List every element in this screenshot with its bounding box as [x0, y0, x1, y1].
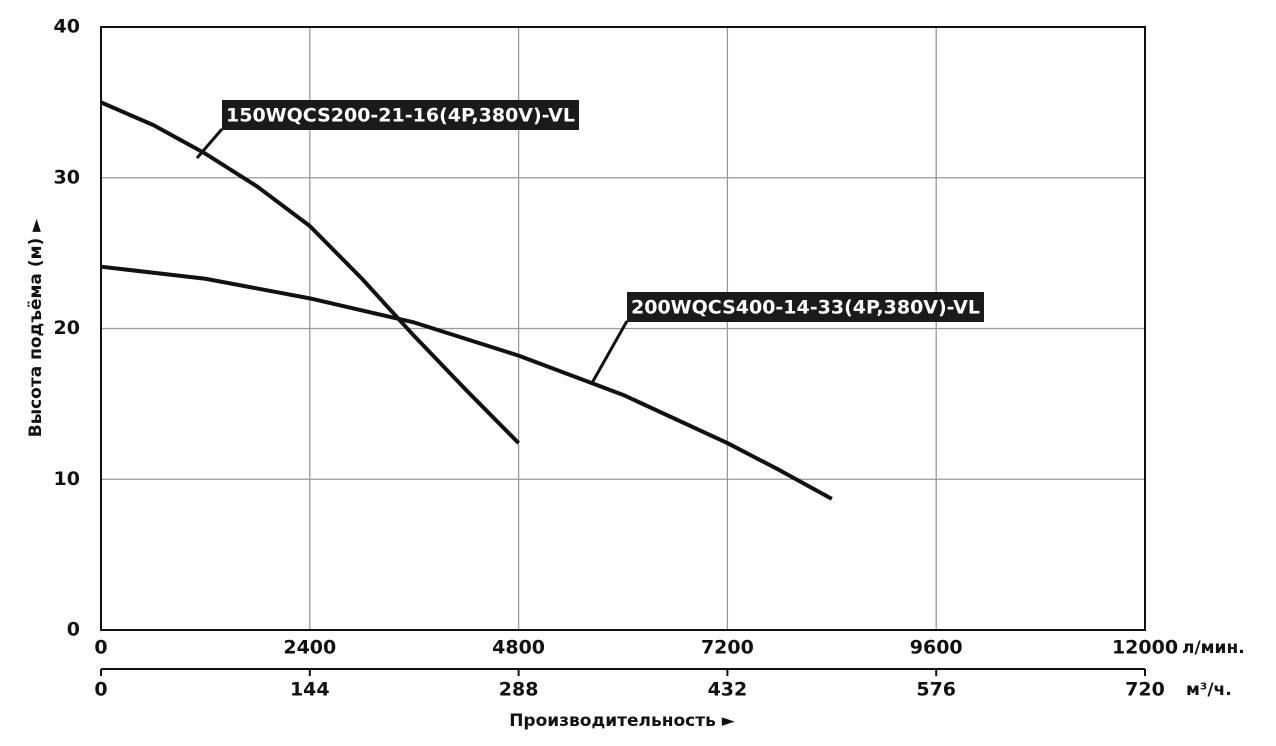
x-tick-label: 4800: [492, 637, 545, 659]
x-unit: л/мин.: [1182, 638, 1245, 658]
x-tick-label: 2400: [283, 637, 336, 659]
x2-tick-label: 576: [916, 679, 956, 701]
y-tick-label: 10: [54, 468, 80, 490]
label-box: [627, 292, 984, 322]
x-tick-label: 9600: [910, 637, 963, 659]
plot-frame: [100, 26, 1146, 631]
x2-unit: м³/ч.: [1186, 680, 1232, 700]
x-tick-label: 0: [94, 637, 107, 659]
y-tick-label: 30: [54, 166, 80, 188]
x2-tick-label: 720: [1125, 679, 1165, 701]
x2-tick-label: 144: [290, 679, 330, 701]
x-tick-label: 12000: [1112, 637, 1178, 659]
callout-line: [195, 128, 224, 159]
series-line: [100, 264, 833, 501]
y-tick-label: 20: [54, 317, 80, 339]
series-label: 150WQCS200-21-16(4P,380V)-VL: [226, 105, 575, 127]
x2-tick-label: 288: [499, 679, 539, 701]
y-tick-label: 0: [67, 619, 80, 641]
series-line: [100, 100, 521, 445]
x-axis-title: Производительность ►: [509, 711, 736, 731]
label-box: [222, 100, 579, 130]
x2-tick-label: 432: [708, 679, 748, 701]
y-tick-label: 40: [54, 16, 80, 38]
x-tick-label: 7200: [701, 637, 754, 659]
callout-line: [590, 320, 629, 384]
x2-tick-label: 0: [94, 679, 107, 701]
series-label: 200WQCS400-14-33(4P,380V)-VL: [631, 297, 980, 319]
y-axis-title: Высота подъёма (м) ►: [26, 218, 46, 437]
